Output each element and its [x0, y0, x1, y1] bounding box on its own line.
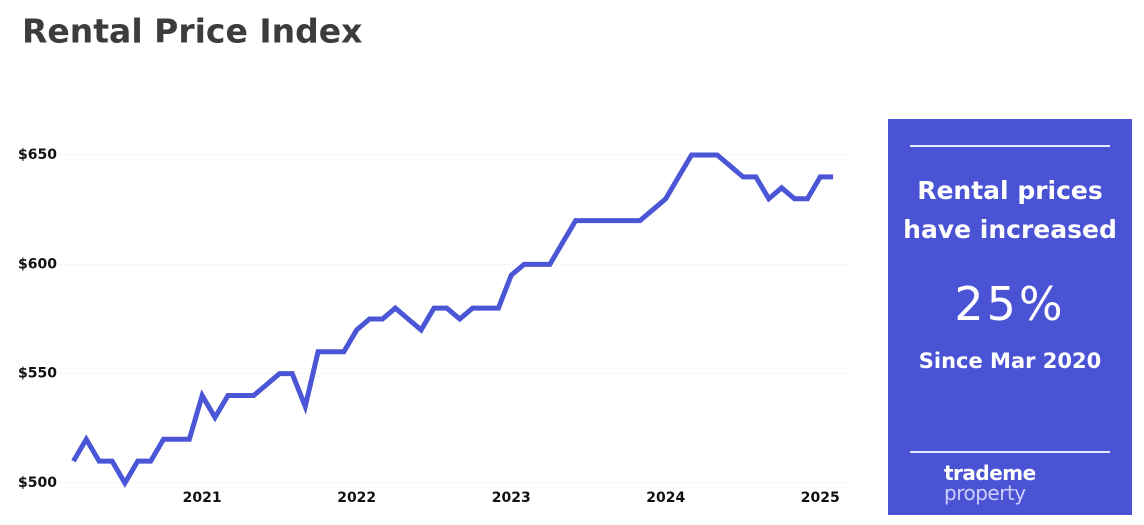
y-tick-label: $650	[18, 147, 57, 163]
x-tick-label: 2022	[337, 490, 376, 506]
divider	[910, 451, 1110, 453]
summary-since: Since Mar 2020	[918, 349, 1102, 373]
x-tick-label: 2021	[183, 490, 222, 506]
line	[71, 152, 834, 488]
y-tick-label: $600	[18, 256, 57, 272]
x-tick-label: 2024	[646, 490, 685, 506]
x-tick-label: 2025	[801, 490, 840, 506]
chart-title: Rental Price Index	[22, 12, 362, 51]
logo-text: trademe	[944, 461, 1036, 485]
y-tick-label: $500	[18, 475, 57, 491]
logo-text: property	[944, 481, 1026, 505]
summary-panel: Rental prices have increased 25% Since M…	[888, 119, 1132, 515]
x-tick-label: 2023	[492, 490, 531, 506]
divider	[910, 145, 1110, 147]
chart: Rental Price Index $500 $550 $600 $650 2021 2…	[18, 12, 845, 506]
summary-text: Rental prices have increased	[903, 176, 1117, 244]
y-tick-label: $550	[18, 366, 57, 382]
summary-value: 25%	[954, 277, 1066, 331]
